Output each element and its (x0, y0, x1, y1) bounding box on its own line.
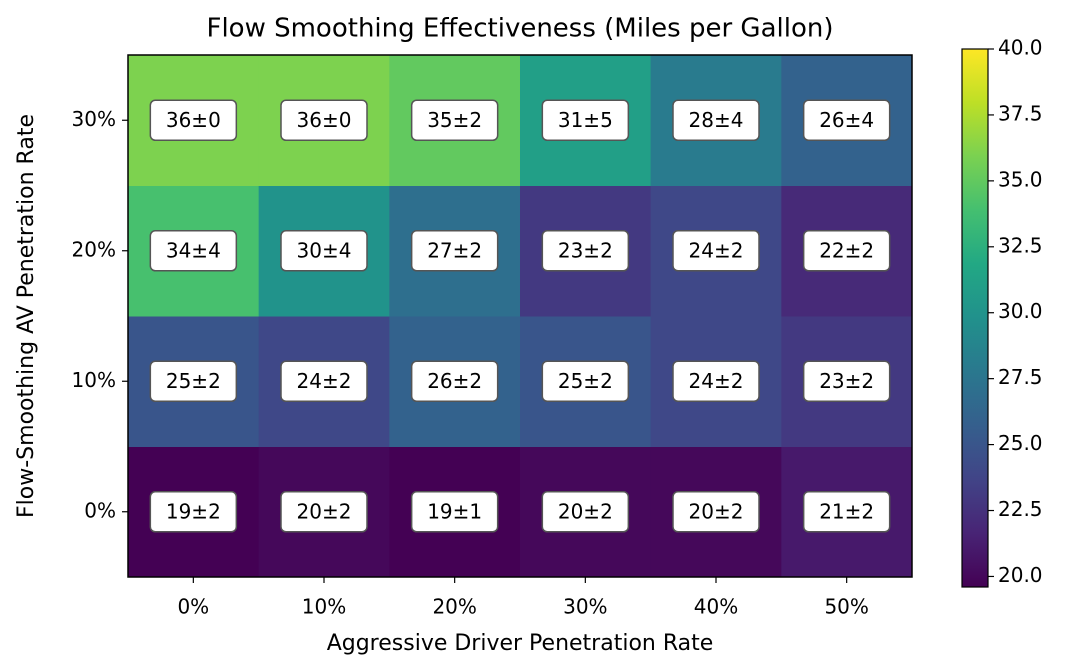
cell-label-box (410, 99, 499, 141)
cell-label: 36±0 (297, 108, 352, 132)
cell-label-box (280, 360, 368, 402)
cell-label: 24±2 (689, 369, 744, 393)
y-tick-label: 10% (72, 368, 116, 392)
x-tick-label: 0% (177, 595, 209, 619)
colorbar (961, 48, 989, 588)
cell-label: 31±5 (558, 108, 613, 132)
cell-label-box (672, 230, 760, 272)
cell-label-box (802, 99, 891, 141)
cell-label-box (280, 230, 368, 272)
cell-label-box (280, 491, 368, 533)
x-tick-label: 40% (694, 595, 738, 619)
cell-label-box (410, 230, 499, 272)
cell-label: 34±4 (166, 238, 221, 262)
cell-label-box (410, 360, 499, 402)
x-tick-label: 50% (824, 595, 868, 619)
x-tick-label: 20% (432, 595, 476, 619)
cell-label-box (149, 491, 238, 533)
cell-label: 35±2 (427, 108, 482, 132)
cell-label-box (802, 491, 891, 533)
cell-label: 19±1 (427, 499, 482, 523)
cell-label-box (541, 230, 630, 272)
plot-frame (127, 54, 913, 578)
cell-label: 26±2 (427, 369, 482, 393)
y-tick-label: 0% (84, 498, 116, 522)
cell-label-box (802, 230, 891, 272)
cell-label: 21±2 (819, 499, 874, 523)
cell-label: 28±4 (689, 108, 744, 132)
x-tick-label: 10% (302, 595, 346, 619)
cell-label-box (672, 491, 760, 533)
colorbar-tick-label: 37.5 (998, 101, 1043, 125)
cell-label-box (149, 99, 238, 141)
cell-label-box (149, 360, 238, 402)
cell-label-box (802, 360, 891, 402)
y-tick-label: 30% (72, 107, 116, 131)
y-tick-label: 20% (72, 237, 116, 261)
chart-title: Flow Smoothing Effectiveness (Miles per … (206, 14, 833, 44)
colorbar-tick-label: 32.5 (998, 233, 1043, 257)
cell-label-box (672, 99, 760, 141)
cell-label-box (410, 491, 499, 533)
cell-label-box (672, 360, 760, 402)
cell-label-box (280, 99, 368, 141)
cell-label: 22±2 (819, 238, 874, 262)
cell-label: 20±2 (689, 499, 744, 523)
cell-label: 23±2 (558, 238, 613, 262)
cell-label: 19±2 (166, 499, 221, 523)
y-axis-label: Flow-Smoothing AV Penetration Rate (14, 114, 39, 518)
cell-label: 23±2 (819, 369, 874, 393)
x-axis-label: Aggressive Driver Penetration Rate (327, 631, 714, 656)
cell-label: 30±4 (297, 238, 352, 262)
colorbar-tick-label: 25.0 (998, 431, 1043, 455)
cell-label: 26±4 (819, 108, 874, 132)
cell-label-box (541, 360, 630, 402)
colorbar-tick-label: 30.0 (998, 299, 1043, 323)
x-tick-label: 30% (563, 595, 607, 619)
cell-label: 25±2 (166, 369, 221, 393)
colorbar-tick-label: 35.0 (998, 167, 1043, 191)
cell-label-box (541, 491, 630, 533)
colorbar-tick-label: 27.5 (998, 365, 1043, 389)
cell-label: 27±2 (427, 238, 482, 262)
colorbar-tick-label: 22.5 (998, 497, 1043, 521)
colorbar-tick-label: 40.0 (998, 36, 1043, 60)
cell-label: 20±2 (297, 499, 352, 523)
cell-label: 20±2 (558, 499, 613, 523)
colorbar-tick-label: 20.0 (998, 563, 1043, 587)
cell-label: 36±0 (166, 108, 221, 132)
cell-label-box (149, 230, 238, 272)
cell-label: 24±2 (689, 238, 744, 262)
cell-label: 25±2 (558, 369, 613, 393)
cell-label-box (541, 99, 630, 141)
cell-label: 24±2 (297, 369, 352, 393)
